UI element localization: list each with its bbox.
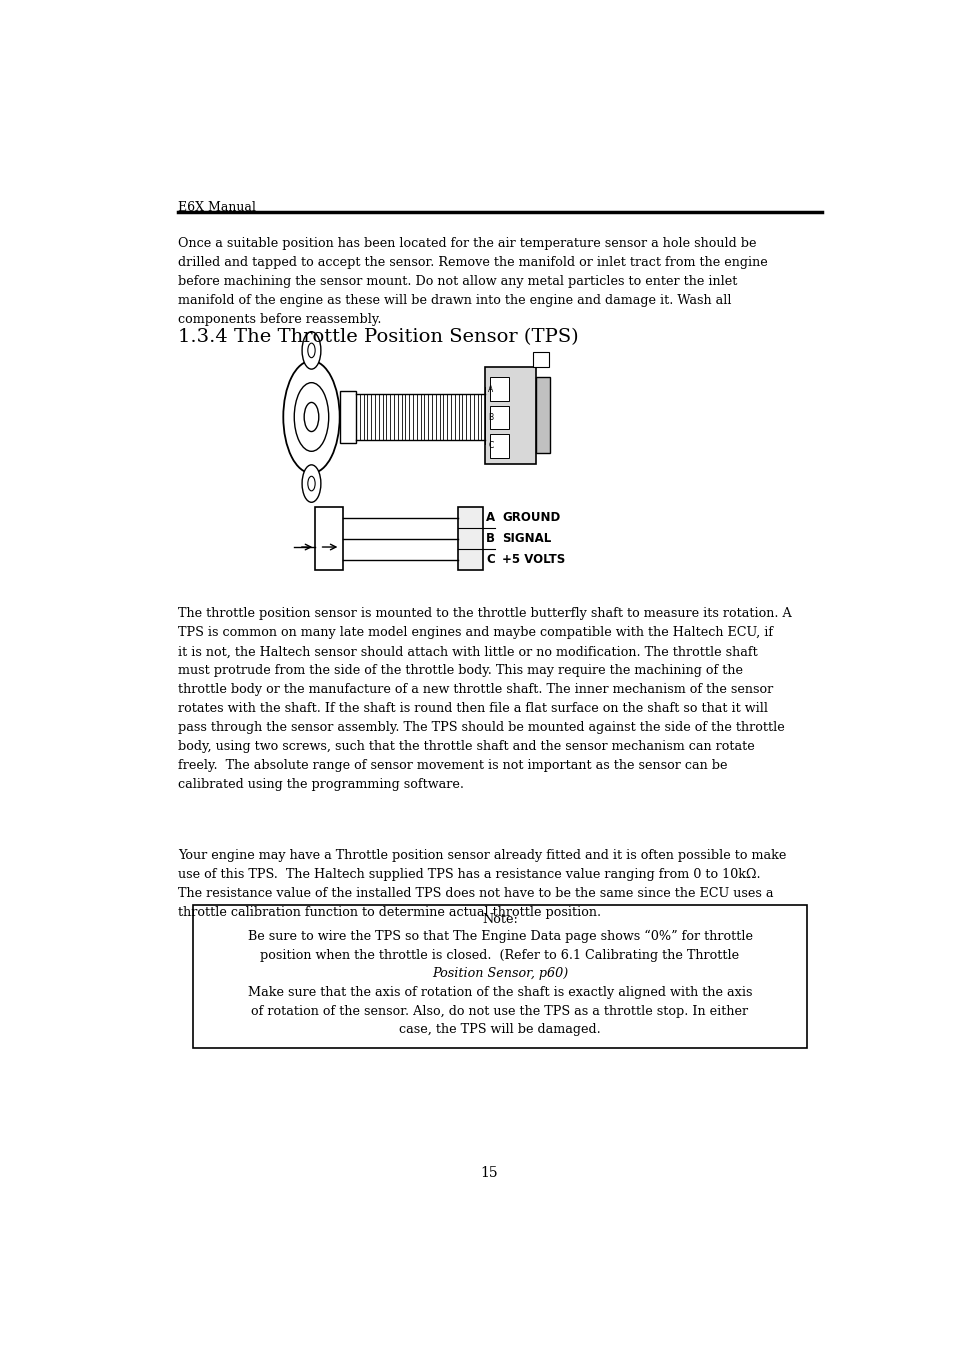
Text: SIGNAL: SIGNAL <box>501 532 551 546</box>
Text: of rotation of the sensor. Also, do not use the TPS as a throttle stop. In eithe: of rotation of the sensor. Also, do not … <box>252 1005 748 1017</box>
Text: Once a suitable position has been located for the air temperature sensor a hole : Once a suitable position has been locate… <box>178 236 767 326</box>
Ellipse shape <box>302 332 320 369</box>
Text: Make sure that the axis of rotation of the shaft is exactly aligned with the axi: Make sure that the axis of rotation of t… <box>248 986 752 998</box>
Text: GROUND: GROUND <box>501 512 560 524</box>
Bar <box>489 434 508 458</box>
Text: The throttle position sensor is mounted to the throttle butterfly shaft to measu: The throttle position sensor is mounted … <box>178 608 791 792</box>
Bar <box>532 353 548 367</box>
Text: case, the TPS will be damaged.: case, the TPS will be damaged. <box>398 1024 600 1036</box>
Text: +5 VOLTS: +5 VOLTS <box>501 553 565 566</box>
Bar <box>314 508 343 570</box>
Ellipse shape <box>302 465 320 503</box>
Bar <box>485 367 535 463</box>
Text: Your engine may have a Throttle position sensor already fitted and it is often p: Your engine may have a Throttle position… <box>178 848 786 919</box>
Bar <box>489 405 508 430</box>
Text: Be sure to wire the TPS so that The Engine Data page shows “0%” for throttle: Be sure to wire the TPS so that The Engi… <box>247 929 752 943</box>
Text: A: A <box>488 385 493 394</box>
Text: A: A <box>485 512 495 524</box>
Text: Position Sensor, p60): Position Sensor, p60) <box>432 967 568 981</box>
Bar <box>339 390 355 443</box>
Text: C: C <box>488 440 493 450</box>
Bar <box>489 377 508 401</box>
Bar <box>535 377 550 454</box>
Text: C: C <box>485 553 495 566</box>
Text: E6X Manual: E6X Manual <box>178 200 256 213</box>
Text: B: B <box>485 532 495 546</box>
Bar <box>193 905 806 1048</box>
Text: 15: 15 <box>479 1166 497 1179</box>
Text: position when the throttle is closed.  (Refer to 6.1 Calibrating the Throttle: position when the throttle is closed. (R… <box>260 948 739 962</box>
Text: Note:: Note: <box>481 913 517 927</box>
Text: B: B <box>488 413 493 422</box>
Bar <box>457 508 482 570</box>
Text: 1.3.4 The Throttle Position Sensor (TPS): 1.3.4 The Throttle Position Sensor (TPS) <box>178 328 578 347</box>
